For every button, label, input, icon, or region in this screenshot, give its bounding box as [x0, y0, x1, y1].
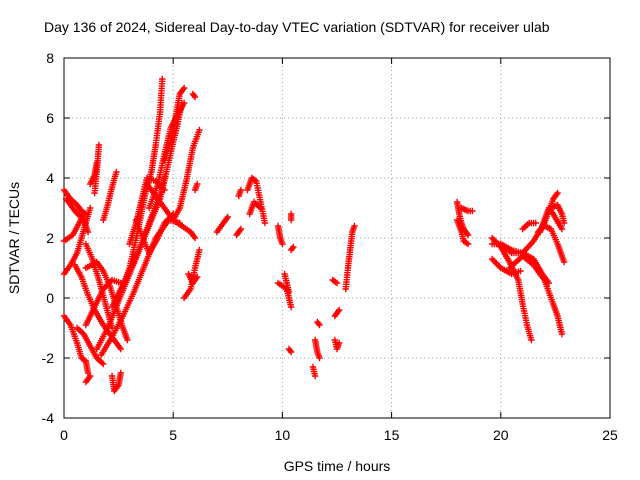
data-point [100, 360, 107, 368]
data-point [237, 186, 245, 194]
data-point [191, 93, 199, 101]
data-point [194, 180, 201, 188]
x-tick-label: 20 [493, 427, 509, 443]
x-tick-label: 5 [169, 427, 177, 443]
x-tick-label: 15 [384, 427, 400, 443]
y-axis-label: SDTVAR / TECUs [6, 182, 22, 294]
data-point [532, 219, 539, 227]
data-point [311, 372, 319, 380]
data-point [159, 75, 166, 83]
data-point [285, 288, 293, 296]
data-point [87, 372, 94, 380]
data-point [464, 231, 472, 239]
data-point [287, 348, 295, 356]
data-point [279, 240, 286, 248]
y-tick-label: 2 [46, 230, 54, 246]
data-point [87, 204, 94, 212]
data-point [124, 336, 131, 344]
y-tick-label: 4 [46, 170, 54, 186]
data-point [316, 321, 323, 329]
data-point [117, 345, 124, 353]
y-tick-label: -4 [42, 410, 55, 426]
data-point [286, 347, 294, 354]
data-point [84, 228, 92, 236]
data-point [560, 219, 568, 227]
data-point [190, 92, 198, 99]
data-point [558, 225, 566, 233]
data-point [237, 225, 245, 233]
data-point [224, 213, 231, 221]
data-point [287, 303, 295, 311]
grid-lines [64, 58, 610, 418]
data-point [315, 320, 322, 327]
data-point [560, 258, 568, 266]
data-point [287, 216, 295, 224]
y-tick-label: 8 [46, 50, 54, 66]
x-axis-label: GPS time / hours [284, 458, 391, 474]
data-point [191, 234, 199, 242]
x-tick-label: 0 [60, 427, 68, 443]
x-tick-label: 10 [275, 427, 291, 443]
data-point [290, 243, 297, 251]
data-point [469, 207, 476, 215]
data-point [82, 210, 90, 218]
data-point [517, 267, 524, 275]
data-point [257, 204, 264, 212]
x-tick-label: 25 [602, 427, 618, 443]
data-point [261, 219, 269, 227]
data-point [464, 240, 472, 248]
data-point [113, 168, 120, 176]
data-point [161, 174, 168, 182]
y-tick-label: 6 [46, 110, 54, 126]
data-point [95, 141, 103, 149]
y-tick-label: 0 [46, 290, 54, 306]
data-point [180, 84, 188, 92]
y-tick-label: -2 [42, 350, 55, 366]
data-points [60, 75, 568, 395]
data-point [351, 222, 358, 230]
data-point [289, 245, 296, 252]
data-point [335, 339, 343, 347]
data-point [335, 306, 343, 314]
data-point [180, 99, 188, 107]
chart-title: Day 136 of 2024, Sidereal Day-to-day VTE… [44, 19, 550, 35]
data-point [558, 330, 566, 338]
data-point [196, 246, 203, 254]
data-point [316, 354, 323, 362]
data-point [117, 369, 124, 377]
data-point [161, 186, 168, 194]
data-point [196, 126, 203, 134]
axis-ticks: 0 5 10 15 20 25 -4 -2 0 2 4 6 8 [42, 50, 618, 443]
data-point [528, 336, 535, 344]
data-point [554, 189, 561, 197]
data-point [333, 279, 341, 287]
